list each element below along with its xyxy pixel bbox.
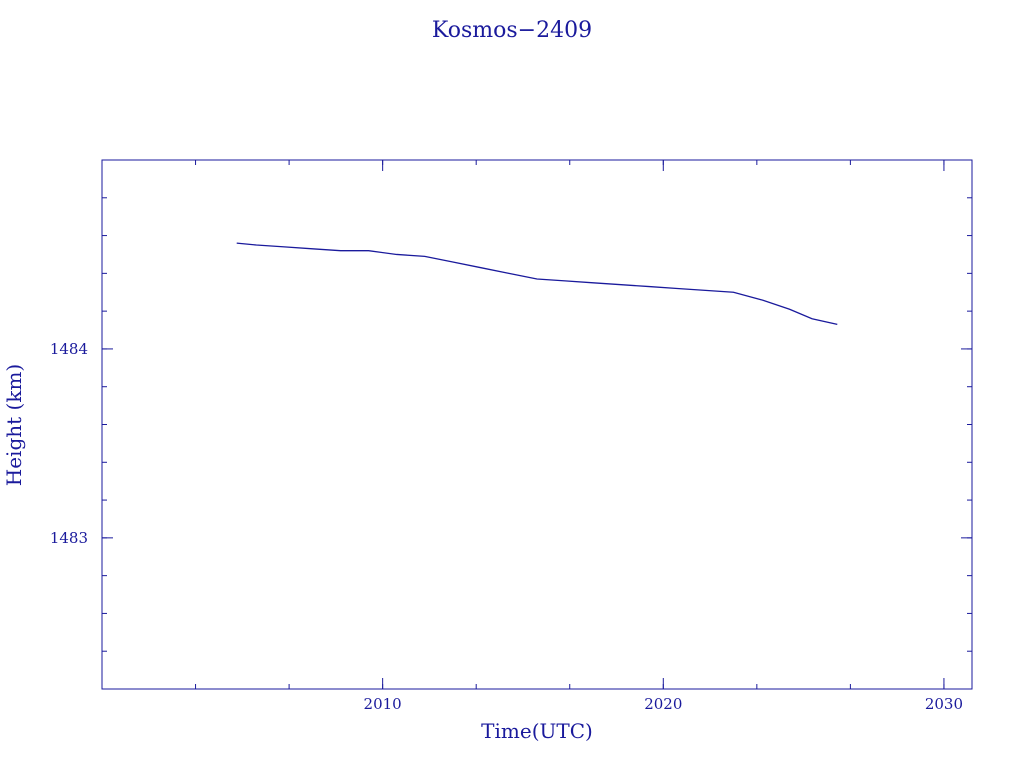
y-axis-label: Height (km) bbox=[2, 364, 26, 486]
tick-labels: 2010 2020 2030 1483 1484 bbox=[50, 340, 963, 713]
y-tick-label: 1483 bbox=[50, 529, 88, 547]
axis-ticks bbox=[102, 160, 972, 689]
plot-frame bbox=[101, 159, 973, 690]
series-line bbox=[236, 242, 838, 326]
y-tick-label: 1484 bbox=[50, 340, 88, 358]
x-axis-label: Time(UTC) bbox=[481, 719, 593, 743]
x-tick-label: 2010 bbox=[364, 695, 402, 713]
x-tick-label: 2020 bbox=[644, 695, 682, 713]
x-tick-label: 2030 bbox=[925, 695, 963, 713]
chart-title: Kosmos−2409 bbox=[432, 18, 592, 43]
